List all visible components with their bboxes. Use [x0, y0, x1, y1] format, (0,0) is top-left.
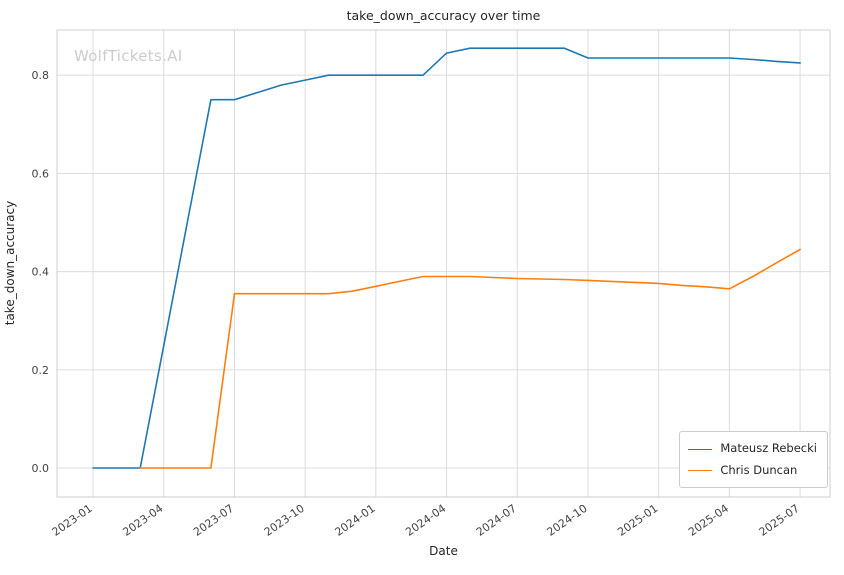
legend-swatch-series-1	[688, 448, 713, 450]
x-tick-label: 2024-10	[545, 502, 590, 539]
x-tick-label: 2023-04	[120, 502, 165, 539]
x-tick-label: 2023-01	[50, 502, 95, 539]
x-tick-label: 2025-04	[686, 502, 731, 539]
y-tick-label: 0.6	[32, 167, 50, 180]
legend-label-series-2: Chris Duncan	[720, 462, 798, 477]
y-tick-label: 0.0	[32, 462, 50, 475]
x-tick-label: 2024-01	[332, 502, 377, 539]
y-tick-label: 0.4	[32, 266, 50, 279]
series-line-2	[139, 248, 801, 469]
axes-border	[56, 29, 831, 498]
legend-item: Mateusz Rebecki	[688, 438, 817, 459]
series-line-1	[92, 47, 801, 469]
watermark: WolfTickets.AI	[74, 47, 183, 65]
x-tick-label: 2024-07	[474, 502, 519, 539]
y-tick-label: 0.2	[32, 364, 50, 377]
x-tick-label: 2023-07	[191, 502, 236, 539]
x-axis-label: Date	[429, 544, 458, 558]
legend-label-series-1: Mateusz Rebecki	[720, 441, 817, 456]
legend: Mateusz Rebecki Chris Duncan	[679, 431, 828, 488]
legend-item: Chris Duncan	[688, 460, 817, 481]
legend-swatch-series-2	[688, 469, 713, 471]
chart-title: take_down_accuracy over time	[346, 8, 541, 23]
x-tick-label: 2024-04	[403, 502, 448, 539]
x-tick-label: 2025-07	[757, 502, 802, 539]
y-tick-label: 0.8	[32, 69, 50, 82]
x-tick-label: 2023-10	[262, 502, 307, 539]
x-tick-label: 2025-01	[615, 502, 660, 539]
y-axis-label: take_down_accuracy	[3, 200, 17, 326]
